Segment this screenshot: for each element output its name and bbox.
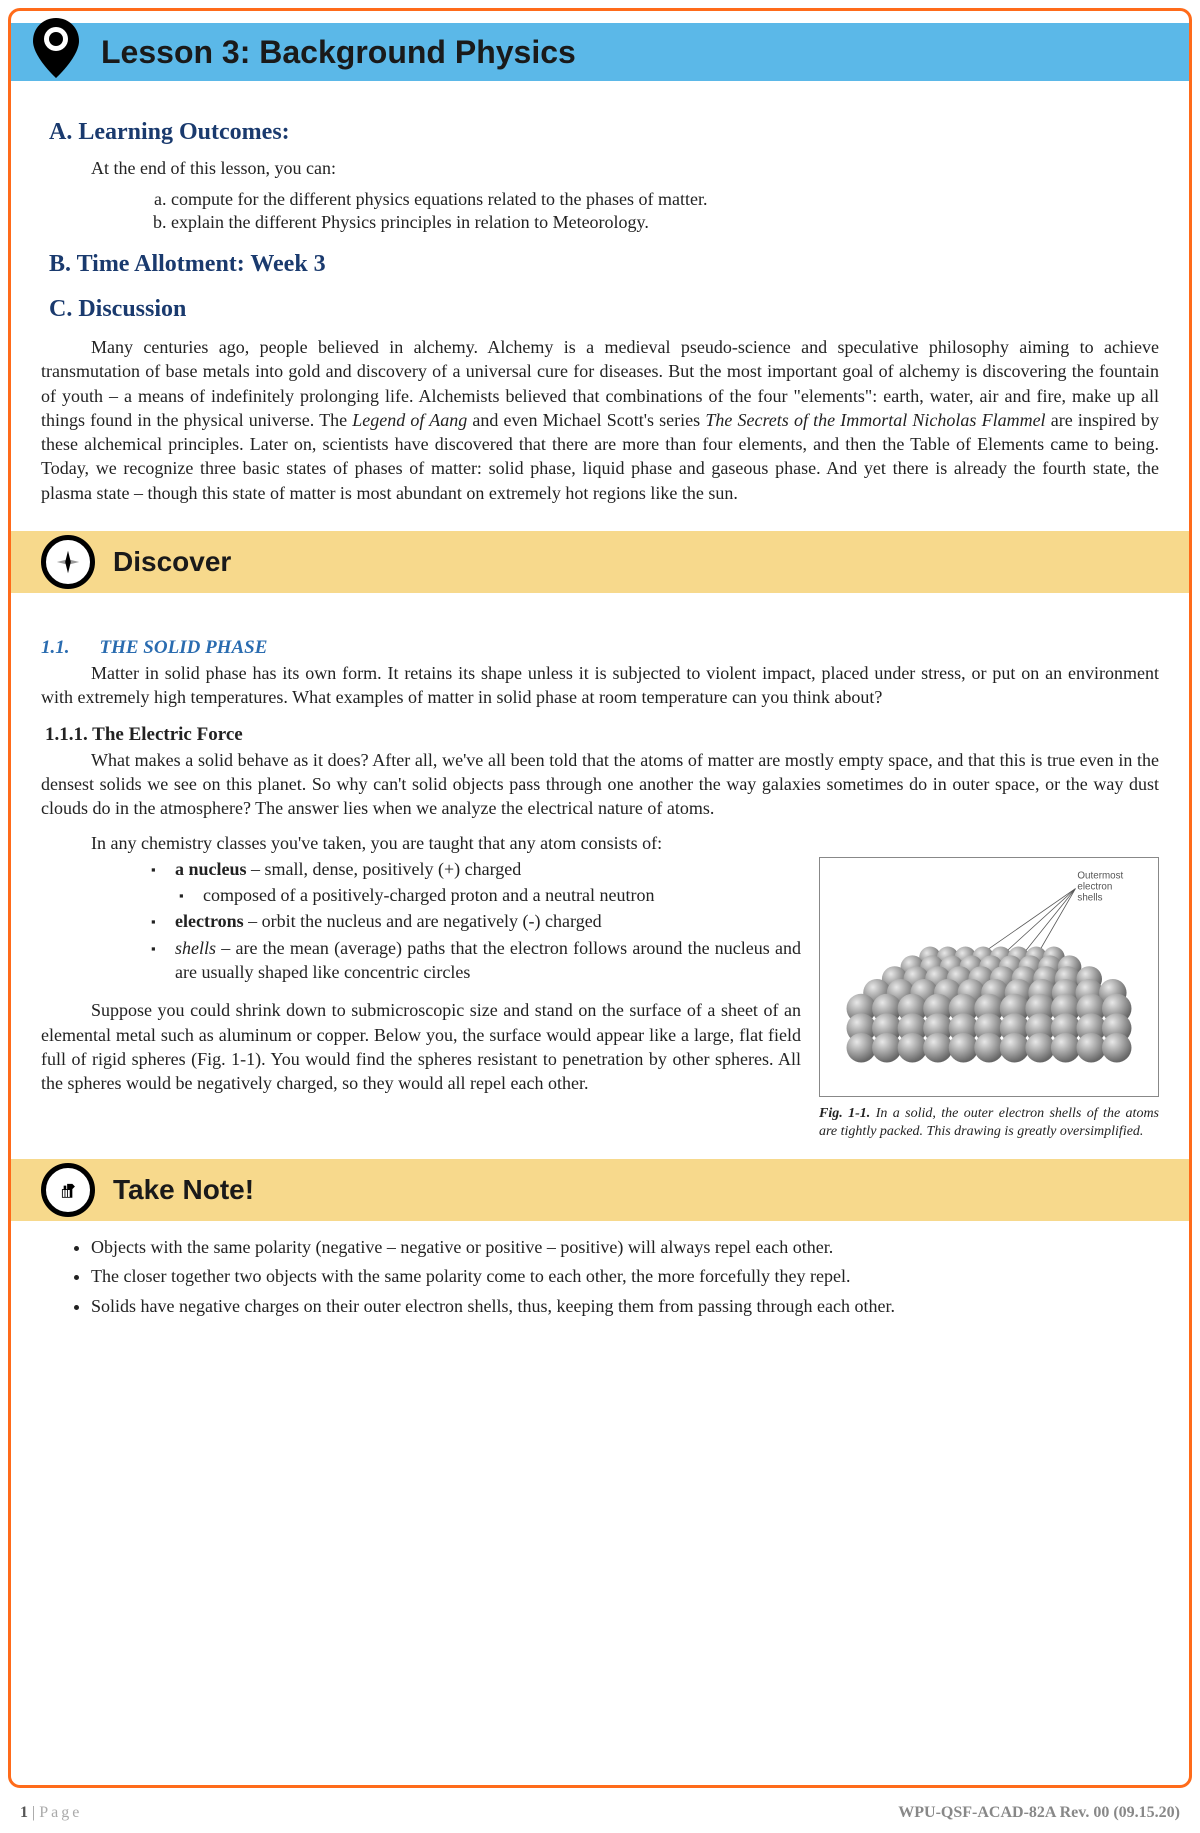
discussion-text: and even Michael Scott's series xyxy=(467,410,705,430)
content-area: A. Learning Outcomes: At the end of this… xyxy=(11,81,1189,523)
figure-caption-text: In a solid, the outer electron shells of… xyxy=(819,1106,1159,1139)
solid-paragraph: Matter in solid phase has its own form. … xyxy=(41,661,1159,710)
solid-num: 1.1. xyxy=(41,637,70,658)
bullets-column: a nucleus – small, dense, positively (+)… xyxy=(41,857,801,1098)
lesson-header: Lesson 3: Background Physics xyxy=(11,23,1189,81)
page-frame: Lesson 3: Background Physics A. Learning… xyxy=(8,8,1192,1788)
section-b-heading: B. Time Allotment: Week 3 xyxy=(49,251,1159,278)
bullet-text: – orbit the nucleus and are negatively (… xyxy=(244,911,602,931)
bullet-item: electrons – orbit the nucleus and are ne… xyxy=(151,909,801,933)
page-label: Page xyxy=(39,1804,82,1821)
svg-text:shells: shells xyxy=(1077,892,1102,903)
solid-phase-heading: 1.1. THE SOLID PHASE xyxy=(41,637,1159,659)
discover-label: Discover xyxy=(113,546,231,578)
point-icon xyxy=(41,1163,95,1217)
discover-content: 1.1. THE SOLID PHASE Matter in solid phas… xyxy=(11,601,1189,1151)
outcomes-intro: At the end of this lesson, you can: xyxy=(91,158,1159,179)
figure-frame: Outermost electron shells xyxy=(819,857,1159,1097)
svg-text:Outermost: Outermost xyxy=(1077,871,1123,882)
figure-number: Fig. 1-1. xyxy=(819,1106,870,1121)
electric-p3: Suppose you could shrink down to submicr… xyxy=(41,998,801,1095)
doc-code: WPU-QSF-ACAD-82A Rev. 00 (09.15.20) xyxy=(898,1804,1180,1822)
lesson-title: Lesson 3: Background Physics xyxy=(101,34,576,71)
bullet-bold: electrons xyxy=(175,911,244,931)
atom-bullets: a nucleus – small, dense, positively (+)… xyxy=(151,857,801,984)
bullets-and-figure: a nucleus – small, dense, positively (+)… xyxy=(41,857,1159,1141)
section-c-heading: C. Discussion xyxy=(49,296,1159,323)
bullet-italic: shells xyxy=(175,938,216,958)
compass-icon xyxy=(41,535,95,589)
figure-caption: Fig. 1-1. In a solid, the outer electron… xyxy=(819,1105,1159,1141)
discussion-italic: The Secrets of the Immortal Nicholas Fla… xyxy=(705,410,1045,430)
take-note-bar: Take Note! xyxy=(11,1159,1189,1221)
outcome-item: explain the different Physics principles… xyxy=(171,212,1159,233)
take-note-list: Objects with the same polarity (negative… xyxy=(91,1235,1159,1319)
sphere-grid xyxy=(847,946,1132,1062)
solid-title: THE SOLID PHASE xyxy=(100,637,268,658)
discussion-italic: Legend of Aang xyxy=(352,410,467,430)
outcome-item: compute for the different physics equati… xyxy=(171,189,1159,210)
discussion-paragraph: Many centuries ago, people believed in a… xyxy=(41,335,1159,505)
bullet-item: a nucleus – small, dense, positively (+)… xyxy=(151,857,801,881)
page-num: 1 xyxy=(20,1804,28,1821)
bullet-item: shells – are the mean (average) paths th… xyxy=(151,936,801,985)
note-item: Solids have negative charges on their ou… xyxy=(91,1294,1159,1319)
note-item: Objects with the same polarity (negative… xyxy=(91,1235,1159,1260)
bullet-bold: a nucleus xyxy=(175,859,247,879)
bullet-text: – are the mean (average) paths that the … xyxy=(175,938,801,982)
figure-box: Outermost electron shells xyxy=(819,857,1159,1141)
outcomes-list: compute for the different physics equati… xyxy=(171,189,1159,233)
page-sep: | xyxy=(28,1804,39,1821)
discover-bar: Discover xyxy=(11,531,1189,593)
bullet-text: – small, dense, positively (+) charged xyxy=(247,859,522,879)
page-footer: 1 | Page WPU-QSF-ACAD-82A Rev. 00 (09.15… xyxy=(0,1796,1200,1826)
bullet-item-nested: composed of a positively-charged proton … xyxy=(179,883,801,907)
take-note-label: Take Note! xyxy=(113,1174,254,1206)
pin-icon xyxy=(21,13,91,83)
electric-p1: What makes a solid behave as it does? Af… xyxy=(41,748,1159,821)
electric-p2: In any chemistry classes you've taken, y… xyxy=(41,831,1159,855)
note-item: The closer together two objects with the… xyxy=(91,1264,1159,1289)
electric-force-heading: 1.1.1. The Electric Force xyxy=(45,724,1159,746)
section-a-heading: A. Learning Outcomes: xyxy=(49,119,1159,146)
page-number: 1 | Page xyxy=(20,1804,82,1822)
svg-text:electron: electron xyxy=(1077,881,1112,892)
